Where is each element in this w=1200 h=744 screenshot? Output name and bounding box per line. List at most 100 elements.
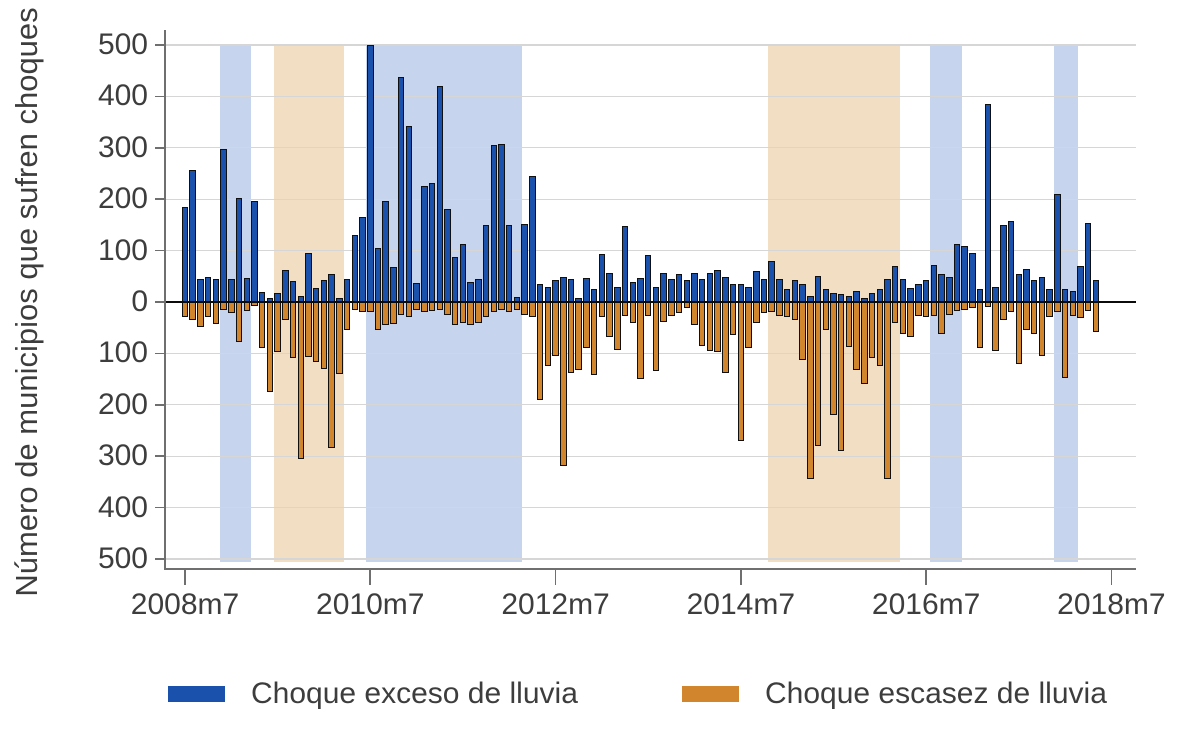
bar-excess-2016m4 (899, 278, 907, 302)
bar-deficit-2017m4 (992, 302, 999, 351)
bar-excess-2008m10 (204, 277, 212, 302)
bar-excess-2013m7 (644, 254, 652, 302)
bar-excess-2012m9 (567, 279, 575, 302)
bar-deficit-2016m4 (899, 302, 907, 334)
plot-area (166, 30, 1136, 569)
bar-deficit-2013m10 (668, 302, 675, 317)
bar-excess-2013m4 (621, 225, 629, 302)
bar-deficit-2008m10 (204, 302, 212, 318)
bar-excess-2009m9 (289, 281, 297, 302)
x-tick-label-2012m7: 2012m7 (501, 588, 610, 621)
gridline-y-500 (166, 44, 1136, 46)
bar-deficit-2012m10 (575, 302, 582, 370)
bar-deficit-2017m11 (1046, 302, 1053, 318)
bar-excess-2014m2 (698, 278, 706, 302)
bar-excess-2018m5 (1092, 279, 1100, 302)
bar-excess-2012m8 (560, 277, 567, 302)
y-tick-mark--200 (155, 403, 165, 406)
bar-deficit-2010m7 (367, 302, 374, 313)
bar-excess-2014m11 (768, 260, 775, 302)
bar-deficit-2008m9 (197, 302, 204, 327)
y-tick-label-400: 400 (97, 79, 148, 113)
bar-excess-2013m10 (668, 278, 675, 302)
bar-excess-2013m12 (683, 280, 691, 302)
bar-excess-2013m11 (675, 273, 683, 302)
bar-excess-2010m8 (374, 248, 382, 302)
bar-deficit-2008m11 (212, 302, 220, 324)
bar-deficit-2013m3 (614, 302, 621, 350)
x-tick-mark-2014m7 (739, 570, 742, 585)
bar-deficit-2012m11 (583, 302, 590, 349)
bar-deficit-2015m9 (845, 302, 853, 348)
bar-deficit-2009m1 (228, 302, 235, 314)
y-tick-mark-200 (155, 198, 165, 201)
bar-deficit-2014m8 (745, 302, 752, 349)
gridline-y--100 (166, 352, 1136, 355)
legend-item-deficit: Choque escasez de lluvia (682, 677, 1107, 711)
bar-deficit-2012m4 (529, 302, 536, 318)
bar-deficit-2011m9 (475, 302, 482, 323)
bar-excess-2016m9 (938, 273, 945, 302)
y-tick-mark--100 (155, 352, 165, 355)
bar-deficit-2013m7 (644, 302, 652, 317)
bar-excess-2017m12 (1054, 194, 1061, 302)
bar-excess-2011m12 (498, 143, 505, 302)
y-tick-label--200: 200 (97, 387, 148, 421)
bar-deficit-2009m3 (243, 302, 250, 312)
bar-deficit-2011m3 (428, 302, 436, 312)
bar-deficit-2017m5 (1000, 302, 1007, 320)
bar-deficit-2012m6 (544, 302, 552, 367)
bar-excess-2011m9 (475, 278, 482, 302)
bar-excess-2008m7 (181, 206, 189, 302)
bar-excess-2017m3 (984, 104, 992, 302)
bar-deficit-2015m11 (861, 302, 868, 385)
x-tick-label-2010m7: 2010m7 (316, 588, 425, 621)
bar-excess-2016m10 (946, 277, 953, 302)
bar-deficit-2014m3 (706, 302, 714, 351)
bar-deficit-2015m8 (837, 302, 845, 452)
bar-deficit-2014m10 (760, 302, 768, 314)
bar-deficit-2017m10 (1038, 302, 1046, 356)
bar-deficit-2013m9 (660, 302, 667, 322)
y-tick-mark-300 (155, 146, 165, 149)
bar-excess-2014m8 (745, 286, 752, 302)
bar-excess-2017m10 (1038, 277, 1046, 302)
bar-excess-2014m9 (753, 271, 760, 302)
bar-deficit-2008m8 (189, 302, 196, 320)
bar-deficit-2018m4 (1084, 302, 1092, 311)
bar-excess-2013m5 (629, 282, 636, 302)
bar-excess-2013m1 (598, 254, 606, 302)
y-tick-label-200: 200 (97, 182, 148, 216)
bar-deficit-2015m6 (822, 302, 829, 330)
y-tick-label-0: 0 (131, 285, 148, 318)
bar-excess-2015m5 (814, 276, 822, 302)
bar-excess-2011m1 (413, 282, 420, 302)
bar-deficit-2012m12 (590, 302, 598, 375)
bar-deficit-2018m1 (1061, 302, 1069, 379)
legend-swatch-excess-icon (168, 686, 225, 702)
bar-excess-2011m8 (467, 282, 474, 302)
bar-deficit-2014m9 (753, 302, 760, 323)
bar-excess-2017m8 (1023, 268, 1030, 302)
bar-excess-2015m3 (799, 284, 806, 302)
bar-excess-2010m2 (328, 273, 335, 302)
bar-deficit-2011m10 (482, 302, 490, 318)
bar-deficit-2014m7 (737, 302, 745, 441)
bar-deficit-2016m2 (884, 302, 891, 480)
bar-deficit-2016m1 (876, 302, 884, 367)
bar-deficit-2012m5 (536, 302, 544, 400)
bar-deficit-2017m9 (1030, 302, 1038, 334)
bar-excess-2014m4 (714, 270, 721, 302)
bar-deficit-2012m1 (505, 302, 513, 313)
bar-excess-2011m6 (451, 256, 459, 302)
bar-excess-2017m1 (969, 253, 976, 302)
bar-excess-2013m3 (614, 286, 621, 302)
gridline-y--200 (166, 404, 1136, 406)
bar-deficit-2015m10 (853, 302, 860, 370)
bar-deficit-2011m7 (459, 302, 467, 323)
bar-deficit-2017m2 (976, 302, 984, 349)
bar-excess-2008m9 (197, 279, 204, 302)
bar-excess-2017m9 (1030, 280, 1038, 302)
bar-deficit-2015m3 (799, 302, 806, 361)
bar-excess-2009m1 (228, 279, 235, 302)
